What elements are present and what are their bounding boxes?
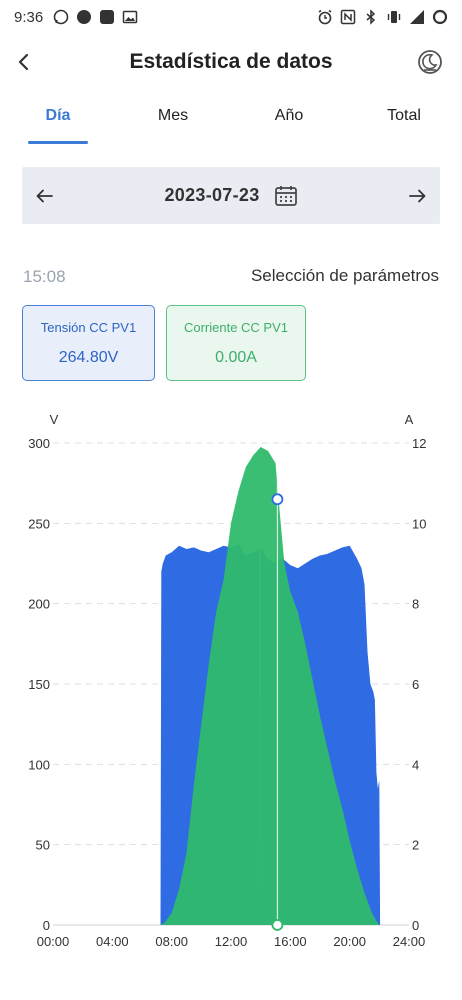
right-tick-label: 10: [412, 516, 426, 531]
x-tick-label: 00:00: [37, 934, 70, 949]
current-card-value: 0.00A: [215, 349, 257, 366]
tab-day[interactable]: Día: [45, 107, 71, 124]
calendar-icon[interactable]: [274, 184, 298, 208]
right-axis-unit: A: [405, 412, 414, 427]
vibrate-icon: [387, 11, 401, 23]
sleep-mode-button[interactable]: [416, 48, 444, 76]
current-card-label: Corriente CC PV1: [183, 320, 289, 335]
voltage-card-label: Tensión CC PV1: [40, 320, 137, 335]
voltage-cursor-marker: [271, 493, 284, 506]
right-tick-label: 8: [412, 597, 419, 612]
left-tick-label: 100: [28, 757, 50, 772]
arrow-right-icon: [409, 189, 426, 203]
back-button[interactable]: [10, 48, 38, 76]
left-tick-label: 200: [28, 597, 50, 612]
cursor-time: 15:08: [23, 267, 66, 286]
tab-year[interactable]: Año: [274, 107, 304, 124]
arrow-left-icon: [36, 189, 53, 203]
bluetooth-icon: [366, 9, 376, 25]
current-series-area: [159, 447, 380, 925]
left-tick-label: 0: [43, 918, 50, 933]
right-tick-label: 0: [412, 918, 419, 933]
tab-month[interactable]: Mes: [157, 107, 189, 124]
left-tick-label: 300: [28, 436, 50, 451]
x-tick-label: 08:00: [155, 934, 188, 949]
current-cursor-marker: [271, 919, 284, 931]
x-tick-label: 12:00: [215, 934, 248, 949]
tab-total[interactable]: Total: [387, 107, 421, 124]
right-tick-label: 12: [412, 436, 426, 451]
x-tick-label: 16:00: [274, 934, 307, 949]
header: Estadística de datos: [0, 36, 462, 88]
voltage-card[interactable]: Tensión CC PV1 264.80V: [22, 305, 155, 381]
square-icon: [100, 10, 115, 24]
previous-date-button[interactable]: [30, 181, 60, 211]
date-selector: 2023-07-23: [22, 167, 440, 224]
loading-icon: [432, 9, 448, 25]
left-axis-unit: V: [50, 412, 59, 427]
voltage-card-value: 264.80V: [58, 349, 119, 366]
selected-date[interactable]: 2023-07-23: [164, 185, 260, 205]
image-icon: [122, 10, 138, 24]
left-tick-label: 50: [36, 838, 50, 853]
right-tick-label: 2: [412, 838, 419, 853]
active-tab-indicator: [28, 141, 88, 144]
voltage-current-chart[interactable]: V A 0 0 50 2 100 4 150 6 200 8 250 10 300 12 00:00 04:00 0…: [0, 400, 462, 970]
sleep-mode-icon: [418, 50, 442, 74]
x-tick-label: 24:00: [393, 934, 426, 949]
whatsapp-icon: [53, 9, 69, 25]
nfc-icon: [340, 9, 356, 25]
circle-icon: [77, 10, 92, 24]
right-tick-label: 4: [412, 757, 419, 772]
next-date-button[interactable]: [402, 181, 432, 211]
signal-icon: [410, 10, 424, 24]
right-tick-label: 6: [412, 677, 419, 692]
status-time: 9:36: [14, 8, 44, 26]
status-bar: 9:36: [0, 0, 462, 34]
alarm-icon: [318, 9, 332, 25]
left-tick-label: 150: [28, 677, 50, 692]
period-tabs: Día Mes Año Total: [0, 98, 462, 144]
parameter-selection-button[interactable]: Selección de parámetros: [250, 266, 439, 285]
page-title: Estadística de datos: [129, 50, 333, 73]
x-tick-label: 20:00: [333, 934, 366, 949]
x-tick-label: 04:00: [96, 934, 129, 949]
current-card[interactable]: Corriente CC PV1 0.00A: [166, 305, 306, 381]
left-tick-label: 250: [28, 516, 50, 531]
chevron-left-icon: [18, 53, 29, 71]
